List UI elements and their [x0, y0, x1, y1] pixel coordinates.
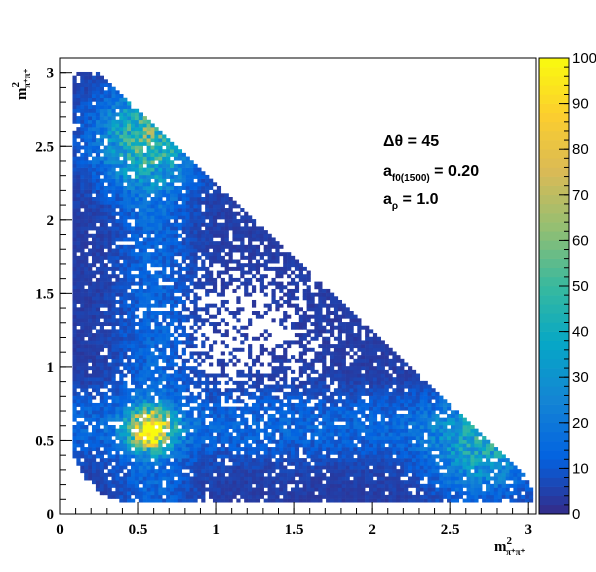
colorbar-swatch	[539, 459, 569, 469]
colorbar-swatch	[539, 431, 569, 442]
y-tick-label: 1.5	[35, 286, 54, 302]
x-tick-label: 2	[368, 522, 376, 538]
colorbar-tick-label: 80	[572, 141, 589, 158]
colorbar-tick-label: 90	[572, 96, 589, 113]
colorbar-swatch	[539, 331, 569, 342]
colorbar-swatch	[539, 103, 569, 114]
heatmap-cells	[72, 71, 534, 503]
colorbar-swatch	[539, 222, 569, 232]
colorbar-swatch	[539, 295, 569, 305]
colorbar-swatch	[539, 468, 569, 478]
colorbar-tick-label: 0	[572, 506, 580, 523]
colorbar-tick-label: 70	[572, 187, 589, 204]
colorbar-swatch	[539, 395, 569, 405]
colorbar-tick-label: 10	[572, 460, 589, 477]
colorbar-swatch	[539, 194, 569, 205]
colorbar-swatch	[539, 158, 569, 168]
colorbar-swatch	[539, 267, 569, 278]
colorbar-swatch	[539, 322, 569, 332]
colorbar-swatch	[539, 495, 569, 506]
x-tick-label: 1	[212, 522, 220, 538]
colorbar-swatch	[539, 85, 569, 95]
colorbar-swatch	[539, 258, 569, 269]
y-tick-label: 0	[47, 507, 55, 523]
colorbar-swatch	[539, 340, 569, 351]
colorbar-swatch	[539, 504, 569, 515]
colorbar-swatch	[539, 386, 569, 396]
x-tick-label: 3	[524, 522, 532, 538]
y-tick-label: 0.5	[35, 433, 54, 449]
colorbar-swatch	[539, 112, 569, 123]
colorbar-swatch	[539, 286, 569, 296]
colorbar-swatch	[539, 94, 569, 104]
colorbar-tick-label: 20	[572, 415, 589, 432]
colorbar-swatch	[539, 304, 569, 314]
y-tick-label: 2	[47, 213, 55, 229]
colorbar-swatch	[539, 58, 569, 68]
colorbar-swatch	[539, 76, 569, 86]
plot-frame	[59, 57, 537, 515]
colorbar-tick-label: 50	[572, 278, 589, 295]
colorbar-swatch	[539, 377, 569, 387]
y-tick-label: 2.5	[35, 139, 54, 155]
colorbar-swatch	[539, 67, 569, 77]
x-tick-label: 0.5	[129, 522, 148, 538]
colorbar-swatch	[539, 203, 569, 214]
y-tick-label: 1	[47, 360, 55, 376]
y-axis: 0 0.5 1 1.5 2 2.5 3	[35, 66, 72, 523]
colorbar	[539, 58, 569, 515]
colorbar-swatch	[539, 167, 569, 177]
colorbar-swatch	[539, 404, 569, 414]
x-tick-label: 1.5	[285, 522, 304, 538]
colorbar-swatch	[539, 149, 569, 159]
colorbar-swatch	[539, 477, 569, 487]
colorbar-tick-label: 30	[572, 369, 589, 386]
annotation-delta-theta: Δθ = 45	[383, 133, 439, 150]
colorbar-swatch	[539, 276, 569, 287]
x-tick-label: 2.5	[441, 522, 460, 538]
colorbar-swatch	[539, 450, 569, 460]
colorbar-swatch	[539, 231, 569, 241]
colorbar-swatch	[539, 313, 569, 323]
colorbar-swatch	[539, 213, 569, 223]
colorbar-swatch	[539, 240, 569, 250]
colorbar-swatch	[539, 249, 569, 259]
y-tick-label: 3	[47, 66, 55, 82]
colorbar-swatch	[539, 349, 569, 360]
colorbar-swatch	[539, 140, 569, 150]
x-tick-label: 0	[56, 522, 64, 538]
colorbar-swatch	[539, 358, 569, 369]
y-axis-title: m2π⁺π⁺	[10, 68, 32, 100]
colorbar-swatch	[539, 422, 569, 433]
colorbar-swatch	[539, 413, 569, 424]
colorbar-swatch	[539, 486, 569, 497]
colorbar-tick-label: 40	[572, 324, 589, 341]
colorbar-tick-label: 60	[572, 232, 589, 249]
colorbar-swatch	[539, 441, 569, 451]
x-axis-title: m2 π⁺π⁺	[494, 535, 526, 557]
colorbar-swatch	[539, 176, 569, 186]
annotation-a-rho: aρ = 1.0	[383, 191, 439, 212]
annotation-a-f0: af0(1500) = 0.20	[383, 163, 479, 184]
colorbar-swatch	[539, 185, 569, 196]
colorbar-swatch	[539, 368, 569, 378]
colorbar-axis: 0 10 20 30 40 50 60 70 80 90 100	[559, 50, 596, 523]
x-axis: 0 0.5 1 1.5 2 2.5 3	[56, 502, 532, 538]
colorbar-swatch	[539, 121, 569, 132]
colorbar-swatch	[539, 130, 569, 141]
colorbar-tick-label: 100	[572, 50, 596, 67]
